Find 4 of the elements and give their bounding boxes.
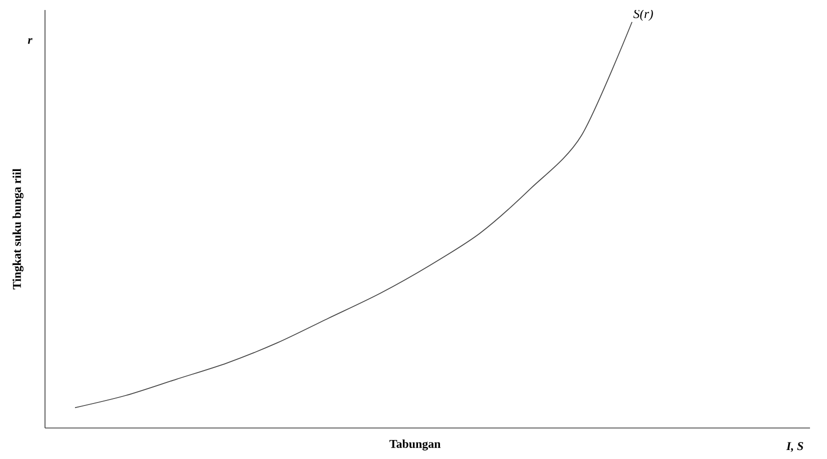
text: I, S bbox=[786, 442, 804, 452]
y-axis-title: Tingkat suku bunga riil bbox=[12, 168, 24, 290]
x-axis-title: Tabungan bbox=[389, 440, 441, 450]
text: r bbox=[28, 38, 32, 44]
